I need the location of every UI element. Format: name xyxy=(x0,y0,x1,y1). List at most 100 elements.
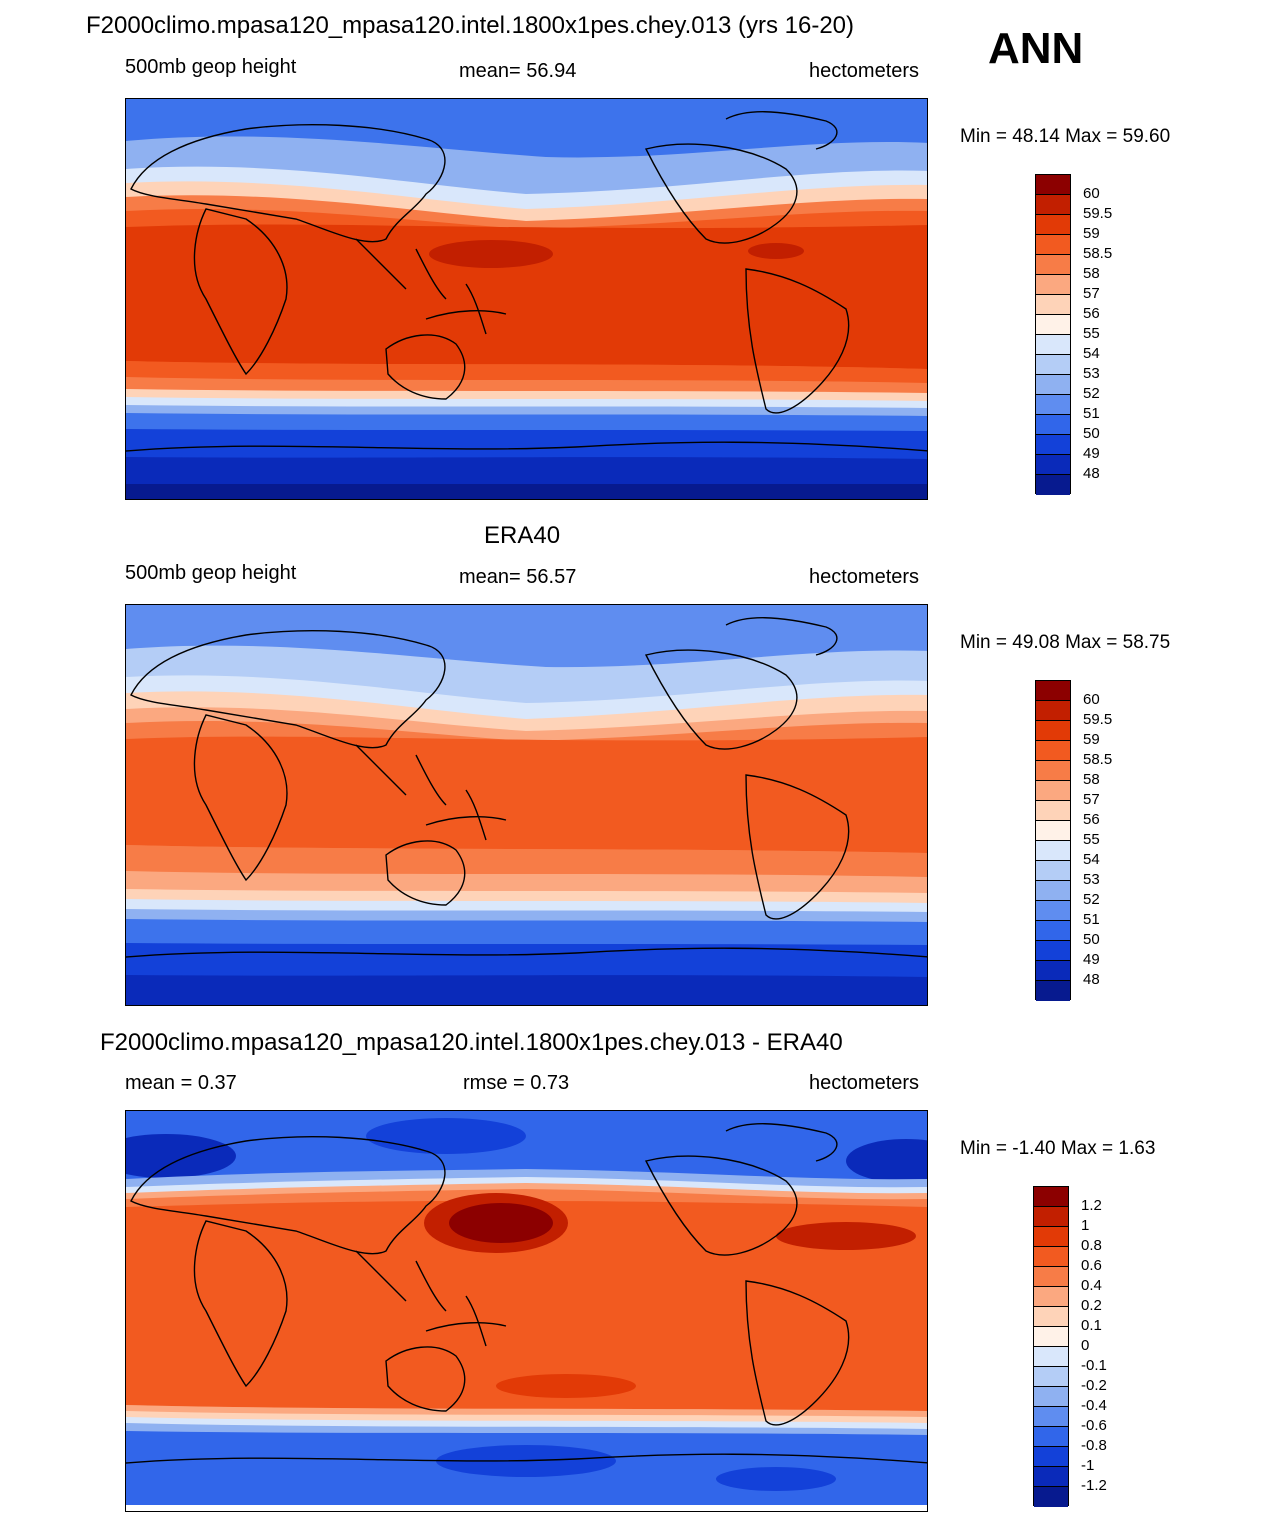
colorbar-swatch xyxy=(1036,761,1070,781)
colorbar-tick-label: 0.2 xyxy=(1081,1297,1102,1314)
panel-center-label: rmse = 0.73 xyxy=(463,1072,570,1094)
colorbar-swatch xyxy=(1034,1407,1068,1427)
colorbar-tick-label: 56 xyxy=(1083,811,1100,828)
colorbar-tick-label: -1 xyxy=(1081,1457,1095,1474)
colorbar-tick-label: 59.5 xyxy=(1083,205,1113,222)
colorbar-tick-label: -0.6 xyxy=(1081,1417,1107,1434)
colorbar-tick-label: 56 xyxy=(1083,305,1100,322)
colorbar-swatch xyxy=(1036,781,1070,801)
colorbar-swatch xyxy=(1034,1427,1068,1447)
map-model xyxy=(125,98,928,500)
panel-title: F2000climo.mpasa120_mpasa120.intel.1800x… xyxy=(100,1029,843,1056)
colorbar-swatch xyxy=(1034,1387,1068,1407)
colorbar-swatch xyxy=(1034,1287,1068,1307)
colorbar-swatch xyxy=(1036,415,1070,435)
colorbar-tick-label: 0.8 xyxy=(1081,1237,1102,1254)
colorbar-tick-label: 50 xyxy=(1083,931,1100,948)
colorbar-swatch xyxy=(1036,275,1070,295)
colorbar-tick-label: 59 xyxy=(1083,731,1100,748)
colorbar-swatch xyxy=(1034,1227,1068,1247)
panel-right-label: hectometers xyxy=(809,60,920,82)
colorbar-swatch xyxy=(1034,1207,1068,1227)
panel-right-label: hectometers xyxy=(809,566,920,588)
colorbar-swatch xyxy=(1034,1327,1068,1347)
colorbar-tick-label: 0.6 xyxy=(1081,1257,1102,1274)
colorbar-tick-label: 52 xyxy=(1083,385,1100,402)
panel-title: ERA40 xyxy=(484,522,561,549)
colorbar-swatch xyxy=(1036,455,1070,475)
colorbar-swatch xyxy=(1036,901,1070,921)
panel-left-label: mean = 0.37 xyxy=(125,1072,237,1094)
figure-title: F2000climo.mpasa120_mpasa120.intel.1800x… xyxy=(86,12,855,39)
colorbar-swatch xyxy=(1036,741,1070,761)
panel-minmax: Min = 48.14 Max = 59.60 xyxy=(960,126,1171,147)
season-label: ANN xyxy=(988,24,1084,73)
colorbar-tick-label: 48 xyxy=(1083,465,1100,482)
colorbar-swatch xyxy=(1036,315,1070,335)
colorbar-tick-label: 53 xyxy=(1083,365,1100,382)
colorbar-swatch xyxy=(1036,295,1070,315)
colorbar-swatch xyxy=(1036,921,1070,941)
panel-center-label: mean= 56.57 xyxy=(459,566,577,588)
colorbar-swatch xyxy=(1036,961,1070,981)
panel-minmax: Min = -1.40 Max = 1.63 xyxy=(960,1138,1156,1159)
colorbar-swatch xyxy=(1036,435,1070,455)
colorbar-tick-label: 59 xyxy=(1083,225,1100,242)
colorbar-tick-label: 49 xyxy=(1083,445,1100,462)
colorbar-swatch xyxy=(1036,395,1070,415)
colorbar-swatch xyxy=(1036,981,1070,1001)
colorbar-swatch xyxy=(1036,701,1070,721)
colorbar-tick-label: 48 xyxy=(1083,971,1100,988)
colorbar-swatch xyxy=(1034,1487,1068,1507)
map-era40 xyxy=(125,604,928,1006)
colorbar-swatch xyxy=(1036,375,1070,395)
colorbar-swatch xyxy=(1036,721,1070,741)
colorbar-swatch xyxy=(1034,1307,1068,1327)
panel-left-label: 500mb geop height xyxy=(125,562,297,584)
colorbar xyxy=(1035,174,1071,495)
colorbar xyxy=(1033,1186,1069,1507)
colorbar-tick-label: 55 xyxy=(1083,831,1100,848)
colorbar-swatch xyxy=(1036,175,1070,195)
colorbar-tick-label: 0 xyxy=(1081,1337,1090,1354)
colorbar-tick-label: -1.2 xyxy=(1081,1477,1107,1494)
colorbar-tick-label: -0.8 xyxy=(1081,1437,1107,1454)
colorbar-tick-label: 60 xyxy=(1083,691,1100,708)
colorbar-tick-label: 58 xyxy=(1083,771,1100,788)
colorbar-swatch xyxy=(1036,881,1070,901)
colorbar-tick-label: 0.1 xyxy=(1081,1317,1102,1334)
map-difference xyxy=(125,1110,928,1512)
colorbar-tick-label: -0.1 xyxy=(1081,1357,1107,1374)
colorbar-tick-label: 54 xyxy=(1083,345,1100,362)
colorbar-swatch xyxy=(1034,1467,1068,1487)
colorbar-swatch xyxy=(1034,1367,1068,1387)
panel-right-label: hectometers xyxy=(809,1072,920,1094)
colorbar-swatch xyxy=(1036,355,1070,375)
colorbar-tick-label: 57 xyxy=(1083,791,1100,808)
colorbar-tick-label: 51 xyxy=(1083,405,1100,422)
colorbar-tick-label: 49 xyxy=(1083,951,1100,968)
colorbar-tick-label: 59.5 xyxy=(1083,711,1113,728)
colorbar-swatch xyxy=(1036,215,1070,235)
colorbar xyxy=(1035,680,1071,1001)
colorbar-swatch xyxy=(1034,1347,1068,1367)
colorbar-swatch xyxy=(1036,861,1070,881)
colorbar-tick-label: 51 xyxy=(1083,911,1100,928)
colorbar-tick-label: -0.4 xyxy=(1081,1397,1107,1414)
colorbar-tick-label: 57 xyxy=(1083,285,1100,302)
panel-minmax: Min = 49.08 Max = 58.75 xyxy=(960,632,1171,653)
panel-left-label: 500mb geop height xyxy=(125,56,297,78)
colorbar-swatch xyxy=(1034,1187,1068,1207)
colorbar-swatch xyxy=(1036,841,1070,861)
colorbar-tick-label: -0.2 xyxy=(1081,1377,1107,1394)
colorbar-tick-label: 58.5 xyxy=(1083,751,1113,768)
colorbar-swatch xyxy=(1036,475,1070,495)
colorbar-tick-label: 53 xyxy=(1083,871,1100,888)
colorbar-swatch xyxy=(1036,235,1070,255)
colorbar-tick-label: 0.4 xyxy=(1081,1277,1102,1294)
colorbar-tick-label: 52 xyxy=(1083,891,1100,908)
colorbar-tick-label: 1.2 xyxy=(1081,1197,1102,1214)
colorbar-swatch xyxy=(1034,1247,1068,1267)
colorbar-tick-label: 60 xyxy=(1083,185,1100,202)
colorbar-swatch xyxy=(1036,801,1070,821)
